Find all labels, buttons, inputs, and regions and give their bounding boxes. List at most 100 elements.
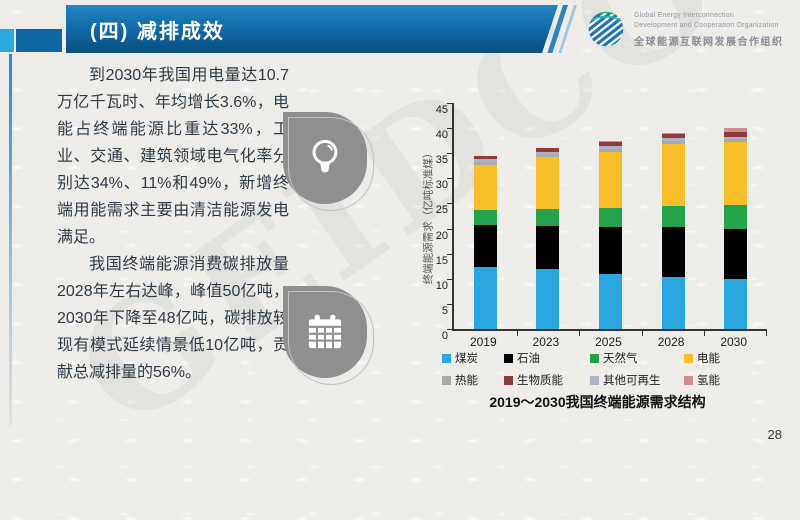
deco-square-cyan [0, 29, 14, 52]
bar-segment-生物质能 [661, 134, 685, 139]
logo-text-en-2: Development and Cooperation Organization [634, 21, 779, 29]
y-tick-mark [447, 329, 453, 330]
y-tick-label: 20 [435, 229, 448, 242]
y-tick-mark [447, 203, 453, 205]
legend-row: 煤炭 石油 天然气 电能 [442, 350, 768, 366]
bar-segment-氢能 [724, 128, 748, 133]
left-accent-line [9, 54, 12, 426]
legend-swatch [442, 375, 451, 385]
bar-segment-氢能 [599, 140, 622, 142]
legend-label: 热能 [455, 375, 478, 387]
legend-swatch [684, 375, 693, 385]
chart-caption: 2019～2030我国终端能源需求结构 [489, 394, 706, 410]
bar-segment-其他可再生 [724, 136, 748, 140]
bar-2023 [536, 147, 560, 329]
legend-label: 电能 [697, 353, 720, 365]
legend-item-石油: 石油 [504, 350, 590, 366]
bar-segment-生物质能 [599, 141, 622, 146]
slide-header: (四) 减排成效 [66, 5, 558, 53]
bar-segment-天然气 [473, 209, 497, 226]
legend-label: 石油 [517, 353, 540, 365]
y-tick-label: 25 [435, 204, 448, 217]
bar-segment-电能 [599, 152, 622, 209]
bar-segment-电能 [473, 164, 497, 210]
bar-segment-石油 [661, 227, 685, 277]
bar-segment-其他可再生 [661, 138, 685, 141]
paragraph-carbon-peak: 我国终端能源消费碳排放量2028年左右达峰，峰值50亿吨，2030年下降至48亿… [57, 256, 289, 381]
legend-swatch [504, 353, 513, 363]
globe-logo-icon [588, 11, 624, 47]
logo-text-cn: 全球能源互联网发展合作组织 [634, 36, 784, 48]
body-text-block: 到2030年我国用电量达10.7万亿千瓦时、年均增长3.6%，电能占终端能源比重… [57, 62, 289, 386]
bar-segment-氢能 [536, 147, 560, 149]
bar-segment-天然气 [536, 208, 560, 227]
bar-segment-其他可再生 [473, 159, 497, 162]
chart-legend: 煤炭 石油 天然气 电能 热能 生物质能 其他可再生 氢能 [442, 350, 768, 394]
legend-item-天然气: 天然气 [590, 350, 684, 366]
bar-segment-天然气 [661, 205, 685, 228]
legend-item-生物质能: 生物质能 [504, 372, 590, 388]
bar-segment-其他可再生 [536, 151, 560, 155]
paragraph-electrification: 到2030年我国用电量达10.7万亿千瓦时、年均增长3.6%，电能占终端能源比重… [57, 67, 289, 246]
x-tick-mark [766, 330, 767, 336]
bar-segment-其他可再生 [599, 145, 622, 149]
bar-segment-电能 [661, 143, 685, 206]
bar-segment-生物质能 [724, 132, 748, 137]
bar-segment-煤炭 [473, 267, 497, 329]
logo-text: Global Energy Interconnection Developmen… [634, 11, 784, 48]
y-tick-mark [447, 128, 453, 130]
bar-2025 [599, 140, 622, 329]
bar-segment-生物质能 [536, 148, 560, 152]
bar-segment-电能 [724, 142, 748, 206]
legend-label: 生物质能 [517, 375, 563, 387]
y-tick-label: 15 [435, 254, 448, 267]
bar-2019 [473, 156, 497, 329]
legend-item-煤炭: 煤炭 [442, 350, 504, 366]
bar-segment-煤炭 [724, 279, 748, 329]
bar-segment-热能 [473, 161, 497, 165]
bar-segment-电能 [536, 157, 560, 209]
legend-swatch [590, 375, 599, 385]
bar-segment-石油 [599, 227, 622, 274]
legend-item-氢能: 氢能 [684, 372, 768, 388]
energy-demand-chart: 终端能源需求（亿吨标准煤） 0 5 10 15 20 25 30 35 40 45 2019 202… [418, 95, 770, 353]
bar-2030 [724, 128, 748, 329]
legend-label: 天然气 [603, 353, 638, 365]
legend-item-热能: 热能 [442, 372, 504, 388]
x-tick-mark [704, 330, 706, 336]
y-tick-mark [447, 103, 453, 104]
lightbulb-icon [312, 139, 338, 173]
legend-swatch [442, 353, 451, 363]
y-axis: 0 5 10 15 20 25 30 35 40 45 [420, 103, 448, 342]
page-title: (四) 减排成效 [90, 20, 225, 43]
x-tick-mark [641, 330, 643, 336]
y-tick-label: 0 [441, 330, 448, 342]
y-tick-label: 5 [441, 304, 448, 317]
x-tick-label: 2019 [469, 335, 497, 349]
legend-swatch [504, 375, 513, 385]
y-tick-label: 10 [435, 279, 448, 292]
bar-segment-煤炭 [536, 269, 560, 329]
x-tick-label: 2023 [532, 335, 560, 349]
y-tick-label: 40 [435, 129, 448, 142]
bar-segment-热能 [536, 154, 560, 158]
bar-2028 [661, 132, 685, 329]
y-tick-mark [447, 278, 453, 280]
legend-label: 氢能 [697, 375, 720, 387]
bar-segment-热能 [599, 148, 622, 153]
bar-segment-热能 [661, 140, 685, 144]
legend-label: 煤炭 [455, 353, 478, 365]
bar-segment-煤炭 [661, 276, 685, 329]
y-tick-label: 30 [435, 179, 448, 192]
y-tick-mark [447, 178, 453, 180]
bar-segment-生物质能 [473, 156, 497, 160]
calendar-icon [308, 314, 342, 349]
org-logo: Global Energy Interconnection Developmen… [586, 9, 784, 49]
legend-item-电能: 电能 [684, 350, 768, 366]
y-tick-mark [447, 253, 453, 255]
bar-segment-氢能 [661, 132, 685, 135]
y-tick-label: 35 [435, 154, 448, 167]
bar-segment-天然气 [724, 205, 748, 230]
legend-row: 热能 生物质能 其他可再生 氢能 [442, 372, 768, 388]
x-tick-mark [516, 330, 518, 336]
